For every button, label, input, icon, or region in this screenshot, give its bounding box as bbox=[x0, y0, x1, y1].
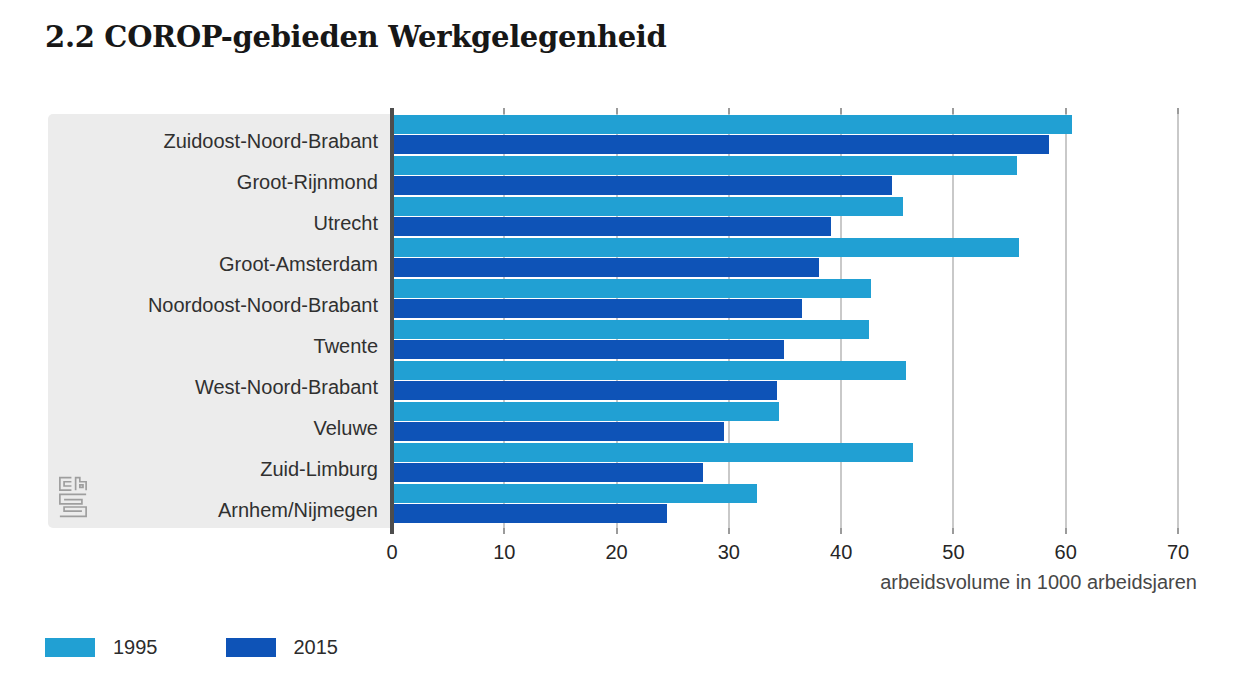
bar-1995 bbox=[394, 156, 1017, 175]
x-tick-label: 30 bbox=[699, 541, 759, 564]
legend-label-1995: 1995 bbox=[113, 636, 158, 659]
category-label: Arnhem/Nijmegen bbox=[48, 490, 378, 530]
gridline bbox=[1177, 114, 1179, 528]
bar-1995 bbox=[394, 238, 1019, 257]
axis-tick bbox=[840, 108, 842, 114]
gridline bbox=[952, 114, 954, 528]
x-tick-label: 20 bbox=[587, 541, 647, 564]
bar-2015 bbox=[394, 217, 831, 236]
legend-item-1995: 1995 bbox=[45, 636, 158, 659]
category-label: Twente bbox=[48, 326, 378, 366]
x-axis-line bbox=[390, 108, 394, 534]
axis-tick bbox=[952, 108, 954, 114]
x-tick-label: 40 bbox=[811, 541, 871, 564]
bar-1995 bbox=[394, 361, 906, 380]
axis-tick bbox=[1177, 528, 1179, 534]
x-axis-caption: arbeidsvolume in 1000 arbeidsjaren bbox=[48, 571, 1197, 594]
bar-1995 bbox=[394, 197, 903, 216]
axis-tick bbox=[616, 528, 618, 534]
x-tick-label: 0 bbox=[362, 541, 422, 564]
x-tick-label: 50 bbox=[923, 541, 983, 564]
bar-2015 bbox=[394, 381, 777, 400]
bar-2015 bbox=[394, 422, 724, 441]
x-tick-label: 60 bbox=[1036, 541, 1096, 564]
legend-label-2015: 2015 bbox=[294, 636, 339, 659]
bar-1995 bbox=[394, 320, 869, 339]
axis-tick bbox=[1065, 528, 1067, 534]
axis-tick bbox=[728, 108, 730, 114]
axis-tick bbox=[840, 528, 842, 534]
chart: Zuidoost-Noord-BrabantGroot-RijnmondUtre… bbox=[48, 108, 1246, 608]
plot-area bbox=[390, 114, 1246, 528]
bar-2015 bbox=[394, 504, 667, 523]
axis-tick bbox=[1065, 108, 1067, 114]
legend-swatch-2015 bbox=[226, 638, 276, 657]
bar-1995 bbox=[394, 402, 779, 421]
axis-tick bbox=[1177, 108, 1179, 114]
bar-2015 bbox=[394, 463, 703, 482]
gridline bbox=[1065, 114, 1067, 528]
category-label: Noordoost-Noord-Brabant bbox=[48, 285, 378, 325]
axis-tick bbox=[728, 528, 730, 534]
axis-tick bbox=[616, 108, 618, 114]
category-label: Groot-Amsterdam bbox=[48, 244, 378, 284]
x-tick-label: 70 bbox=[1148, 541, 1208, 564]
bar-1995 bbox=[394, 115, 1072, 134]
category-label: Veluwe bbox=[48, 408, 378, 448]
bar-2015 bbox=[394, 258, 819, 277]
category-label: Zuidoost-Noord-Brabant bbox=[48, 121, 378, 161]
bar-1995 bbox=[394, 279, 871, 298]
category-panel: Zuidoost-Noord-BrabantGroot-RijnmondUtre… bbox=[48, 114, 390, 528]
x-tick-label: 10 bbox=[474, 541, 534, 564]
legend-swatch-1995 bbox=[45, 638, 95, 657]
category-label: West-Noord-Brabant bbox=[48, 367, 378, 407]
bar-2015 bbox=[394, 135, 1049, 154]
axis-tick bbox=[952, 528, 954, 534]
page: { "title": "2.2 COROP-gebieden Werkgeleg… bbox=[0, 0, 1246, 678]
category-label: Utrecht bbox=[48, 203, 378, 243]
category-label: Zuid-Limburg bbox=[48, 449, 378, 489]
axis-tick bbox=[503, 528, 505, 534]
bar-2015 bbox=[394, 340, 784, 359]
bar-1995 bbox=[394, 443, 913, 462]
bar-2015 bbox=[394, 176, 892, 195]
legend-item-2015: 2015 bbox=[226, 636, 339, 659]
legend: 1995 2015 bbox=[45, 636, 406, 659]
bar-1995 bbox=[394, 484, 757, 503]
chart-title: 2.2 COROP-gebieden Werkgelegenheid bbox=[45, 20, 667, 54]
axis-tick bbox=[503, 108, 505, 114]
bar-2015 bbox=[394, 299, 802, 318]
category-label: Groot-Rijnmond bbox=[48, 162, 378, 202]
